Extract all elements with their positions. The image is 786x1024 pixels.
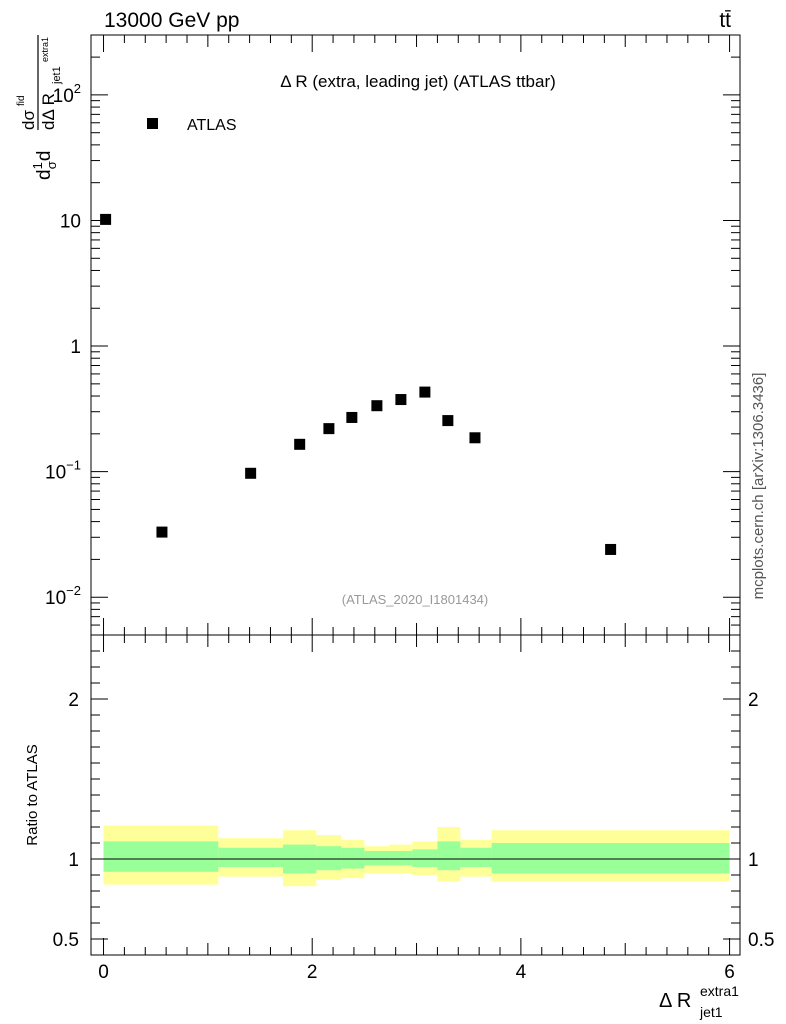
x-axis-label: Δ R jet1 extra1 — [659, 983, 739, 1020]
ylabel-extra1: extra1 — [40, 37, 50, 62]
data-point-0 — [100, 213, 112, 225]
data-point-11 — [605, 543, 617, 555]
side-source-text: mcplots.cern.ch [arXiv:1306.3436] — [750, 373, 767, 600]
main-y-tick-label-4: 102 — [53, 81, 81, 107]
data-points-group — [100, 213, 617, 555]
stat-band-bin-4 — [341, 847, 365, 869]
data-point-1 — [156, 526, 168, 538]
ylabel-d2: d — [34, 151, 55, 162]
ratio-plot-frame — [90, 634, 741, 956]
process-label: tt̄ — [719, 9, 731, 32]
ratio-axis-ticks — [91, 635, 740, 955]
xlabel-sub: jet1 — [699, 1004, 723, 1020]
ratio-plot-panel: 0.5 0.5 1 1 2 2 0 2 4 6 — [53, 634, 775, 983]
stat-band-bin-5 — [364, 851, 390, 866]
x-tick-label-2: 4 — [516, 962, 527, 983]
stat-band-bin-7 — [412, 849, 438, 867]
data-point-9 — [442, 415, 454, 427]
ylabel-d: d — [34, 169, 55, 180]
ylabel-fid: fid — [16, 95, 27, 106]
x-tick-label-0: 0 — [98, 962, 109, 983]
ratio-y-tick-label-right-0: 0.5 — [748, 930, 774, 951]
data-point-6 — [371, 400, 383, 412]
stat-band-bin-6 — [389, 851, 413, 866]
reference-label: (ATLAS_2020_I1801434) — [342, 592, 488, 607]
data-point-2 — [245, 467, 257, 479]
main-plot-panel: 10−2 10−1 1 10 102 Δ R (extra, leading jet) … — [45, 34, 741, 636]
legend-atlas-marker — [147, 118, 158, 129]
main-y-tick-label-2: 1 — [70, 337, 81, 358]
ratio-y-tick-label-left-0: 0.5 — [53, 930, 79, 951]
ratio-y-tick-label-right-1: 1 — [748, 850, 759, 871]
xlabel-main: Δ R — [659, 990, 691, 1012]
ratio-y-axis-label: Ratio to ATLAS — [24, 744, 41, 845]
data-point-5 — [346, 411, 358, 423]
main-y-tick-labels: 10−2 10−1 1 10 102 — [45, 81, 81, 609]
ylabel-dDeltaR: dΔ R — [39, 93, 58, 130]
stat-band-bin-3 — [316, 846, 342, 871]
data-point-8 — [419, 386, 431, 398]
data-point-3 — [294, 438, 306, 450]
ratio-bands-group — [103, 825, 730, 887]
data-point-4 — [323, 423, 335, 435]
ylabel-sigma: σ — [44, 161, 59, 169]
main-axis-ticks — [91, 34, 740, 636]
xlabel-sup: extra1 — [700, 983, 739, 999]
ylabel-jet1: jet1 — [51, 66, 63, 85]
main-y-tick-label-1: 10−1 — [45, 458, 81, 484]
legend-atlas-label: ATLAS — [187, 117, 237, 134]
stat-band-bin-0 — [103, 841, 219, 872]
ratio-y-tick-label-right-2: 2 — [748, 690, 759, 711]
data-point-10 — [469, 432, 481, 444]
main-y-tick-label-0: 10−2 — [45, 583, 81, 609]
svg-text:d1σd: d1σd — [30, 151, 59, 180]
data-point-7 — [395, 394, 407, 406]
x-tick-label-1: 2 — [307, 962, 318, 983]
ylabel-one-sigma: 1 — [30, 162, 45, 169]
stat-band-bin-9 — [460, 847, 492, 867]
ratio-y-tick-label-left-1: 1 — [68, 850, 79, 871]
main-y-tick-label-3: 10 — [60, 211, 81, 232]
x-tick-label-3: 6 — [724, 962, 735, 983]
main-y-axis-label: d1σd dσ fid dΔ R jet1 extra1 — [16, 35, 63, 180]
stat-band-bin-1 — [218, 847, 283, 867]
ylabel-dsigma: dσ — [19, 110, 38, 130]
ratio-tick-labels: 0.5 0.5 1 1 2 2 0 2 4 6 — [53, 690, 775, 983]
energy-label: 13000 GeV pp — [104, 9, 239, 32]
stat-band-bin-10 — [491, 843, 730, 874]
stat-band-bin-8 — [437, 841, 461, 871]
ratio-y-tick-label-left-2: 2 — [68, 690, 79, 711]
main-plot-title: Δ R (extra, leading jet) (ATLAS ttbar) — [280, 72, 556, 91]
